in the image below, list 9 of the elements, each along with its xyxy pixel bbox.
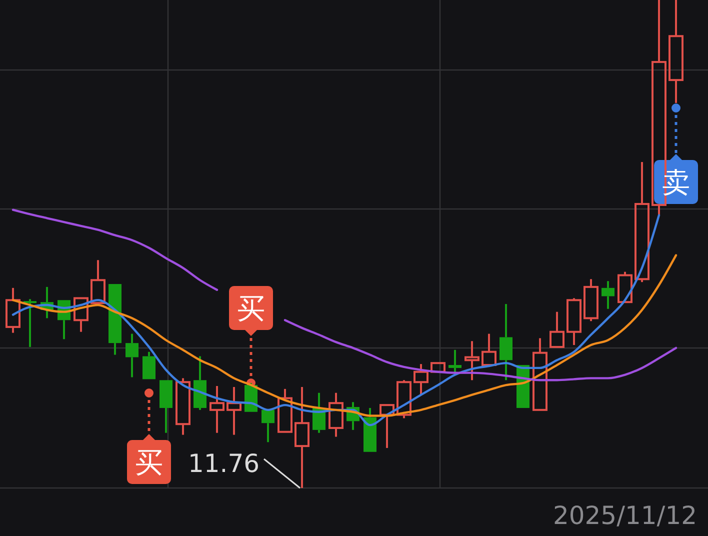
annotation: 买 <box>237 292 265 325</box>
candlestick <box>328 392 344 438</box>
annotation: 买 <box>135 446 163 479</box>
candlestick <box>210 385 224 434</box>
candlestick <box>464 340 480 382</box>
candlestick <box>294 386 310 489</box>
candlestick <box>226 386 242 436</box>
annotation: 11.76 <box>188 449 260 478</box>
x-tick-label: 2025/11/12 <box>552 501 698 530</box>
